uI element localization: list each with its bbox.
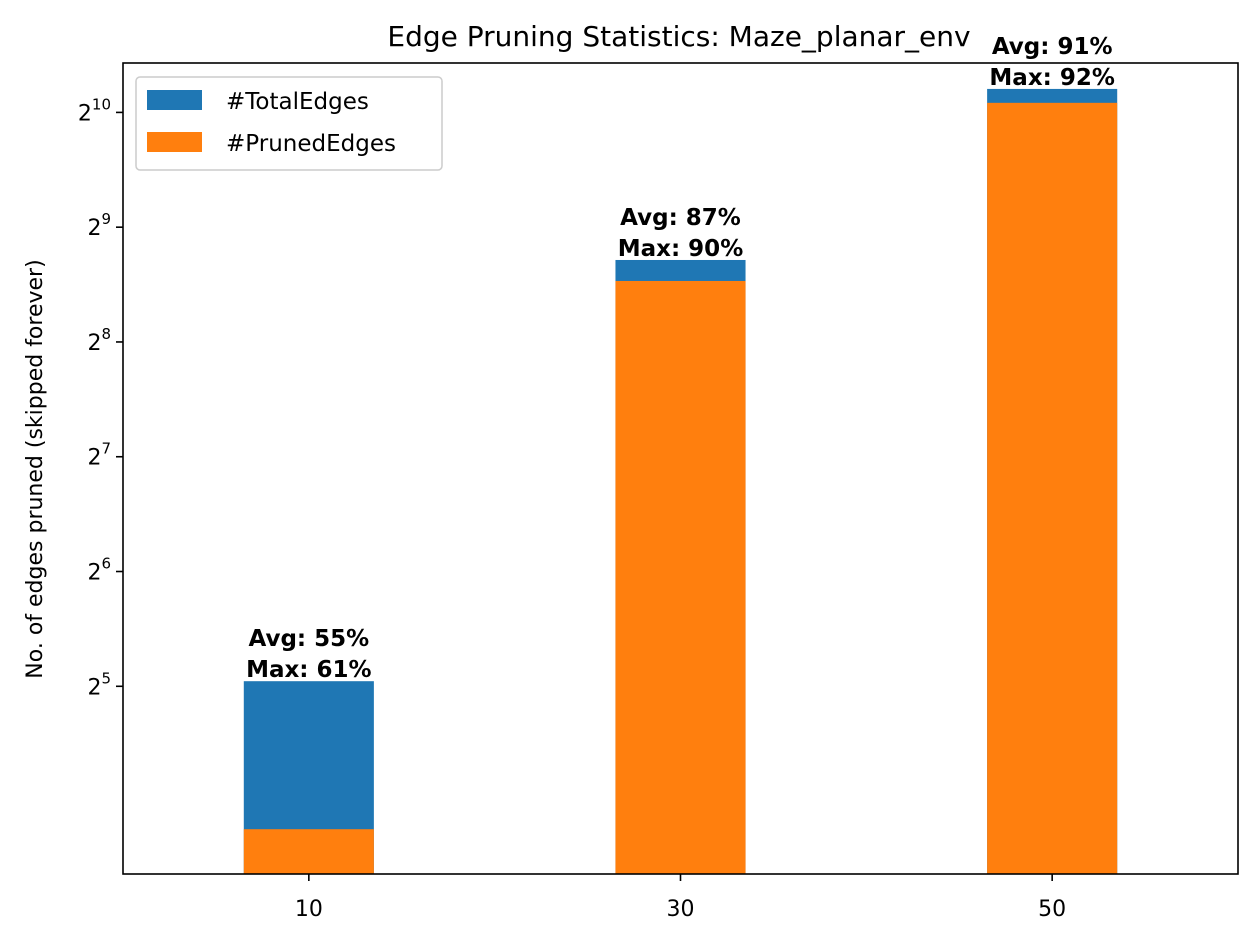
x-tick-label-30: 30 bbox=[667, 897, 695, 922]
bar-annotations-group: Avg: 55% Max: 61% Avg: 87% Max: 90% Avg: 91%… bbox=[246, 34, 1115, 683]
y-axis-label: No. of edges pruned (skipped forever) bbox=[23, 259, 48, 678]
legend-swatch-total bbox=[147, 90, 202, 110]
y-tick-label: 29 bbox=[87, 210, 111, 241]
y-tick-label: 210 bbox=[78, 95, 111, 126]
y-tick-label: 28 bbox=[87, 325, 111, 356]
legend-label-pruned: #PrunedEdges bbox=[226, 131, 396, 157]
bar-max-label-10: Max: 61% bbox=[246, 657, 372, 683]
x-tick-label-50: 50 bbox=[1038, 897, 1066, 922]
y-tick-label: 25 bbox=[87, 669, 111, 700]
y-tick-label: 26 bbox=[87, 555, 111, 586]
bar-avg-label-50: Avg: 91% bbox=[992, 34, 1113, 60]
y-axis: 25 26 27 28 29 210 bbox=[78, 95, 123, 700]
pruned-edges-bar-50 bbox=[987, 102, 1118, 874]
bar-max-label-30: Max: 90% bbox=[618, 236, 744, 262]
pruned-edges-bar-10 bbox=[243, 829, 374, 874]
x-tick-label-10: 10 bbox=[295, 897, 323, 922]
bars-group bbox=[243, 88, 1118, 875]
legend: #TotalEdges #PrunedEdges bbox=[135, 76, 443, 171]
plot-frame bbox=[122, 62, 1239, 875]
x-axis: 10 30 50 bbox=[295, 874, 1066, 922]
bar-avg-label-30: Avg: 87% bbox=[620, 205, 741, 231]
legend-swatch-pruned bbox=[147, 132, 202, 152]
pruned-edges-bar-30 bbox=[615, 280, 746, 874]
y-tick-label: 27 bbox=[87, 440, 111, 471]
legend-label-total: #TotalEdges bbox=[226, 89, 369, 115]
bar-avg-label-10: Avg: 55% bbox=[248, 626, 369, 652]
bar-max-label-50: Max: 92% bbox=[989, 65, 1115, 91]
chart-title: Edge Pruning Statistics: Maze_planar_env bbox=[387, 20, 970, 53]
legend-box bbox=[135, 76, 443, 171]
